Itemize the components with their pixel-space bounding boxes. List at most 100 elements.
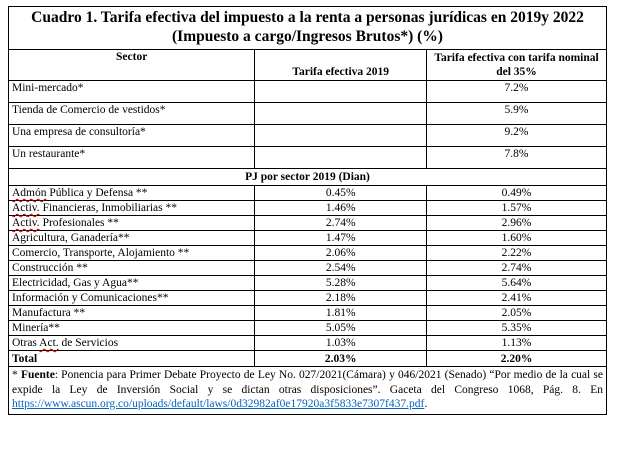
sector-name: Activ. Financieras, Inmobiliarias ** (7, 200, 256, 216)
footnote-end: . (424, 398, 428, 410)
sector-name-post: de Servicios (58, 337, 119, 349)
sector-name-abbrev: Admón (12, 187, 47, 199)
header-row: Sector Tarifa efectiva 2019 Tarifa efect… (7, 49, 607, 81)
sector-nominal: 5.35% (426, 320, 607, 336)
sector-effective: 2.18% (254, 290, 428, 306)
header-effective: Tarifa efectiva 2019 (254, 49, 428, 81)
example-row: Tienda de Comercio de vestidos* 5.9% (7, 102, 607, 125)
example-effective (254, 80, 428, 103)
subheader: PJ por sector 2019 (Dian) (8, 168, 607, 186)
sector-name-abbrev: Activ. (12, 202, 40, 214)
sector-nominal: 2.22% (426, 245, 607, 261)
header-nominal: Tarifa efectiva con tarifa nominal del 3… (426, 49, 607, 81)
example-row: Una empresa de consultoría* 9.2% (7, 124, 607, 147)
sector-row: Activ. Profesionales ** 2.74% 2.96% (7, 215, 607, 231)
sector-effective: 1.81% (254, 305, 428, 321)
example-effective (254, 146, 428, 169)
title-line-2: (Impuesto a cargo/Ingresos Brutos*) (%) (172, 28, 443, 45)
sector-name: Admón Pública y Defensa ** (7, 185, 256, 201)
example-effective (254, 102, 428, 125)
example-nominal: 9.2% (426, 124, 607, 147)
title-line-1: Cuadro 1. Tarifa efectiva del impuesto a… (31, 9, 584, 26)
sector-nominal: 1.57% (426, 200, 607, 216)
sector-name-post: Pública y Defensa ** (46, 187, 148, 199)
footnote-label: Fuente (20, 369, 55, 381)
sector-row: Electricidad, Gas y Agua** 5.28% 5.64% (7, 275, 607, 291)
total-effective: 2.03% (254, 350, 428, 367)
sector-name-pre: Electricidad, Gas y Agua** (12, 277, 139, 289)
sector-name-pre: Manufactura ** (12, 307, 86, 319)
sector-row: Manufactura ** 1.81% 2.05% (7, 305, 607, 321)
sector-name-pre: Información y Comunicaciones** (12, 292, 169, 304)
example-effective (254, 124, 428, 147)
example-nominal: 5.9% (426, 102, 607, 125)
table-title: Cuadro 1. Tarifa efectiva del impuesto a… (8, 6, 607, 50)
sector-name: Manufactura ** (7, 305, 256, 321)
footnote: * Fuente: Ponencia para Primer Debate Pr… (8, 366, 607, 415)
example-sector: Una empresa de consultoría* (7, 124, 256, 147)
example-row: Un restaurante* 7.8% (7, 146, 607, 169)
sector-effective: 5.05% (254, 320, 428, 336)
example-sector: Un restaurante* (7, 146, 256, 169)
sector-effective: 1.03% (254, 335, 428, 351)
sector-name: Agricultura, Ganadería** (7, 230, 256, 246)
sector-nominal: 2.05% (426, 305, 607, 321)
sector-effective: 2.74% (254, 215, 428, 231)
example-sector: Mini-mercado* (7, 80, 256, 103)
sector-name-abbrev: Activ. (12, 217, 40, 229)
footnote-text: : Ponencia para Primer Debate Proyecto d… (12, 369, 603, 396)
sector-name: Activ. Profesionales ** (7, 215, 256, 231)
sector-effective: 1.46% (254, 200, 428, 216)
subheader-row: PJ por sector 2019 (Dian) (8, 168, 607, 186)
sector-name-post: Profesionales ** (39, 217, 119, 229)
sector-row: Información y Comunicaciones** 2.18% 2.41% (7, 290, 607, 306)
table-container: Cuadro 1. Tarifa efectiva del impuesto a… (7, 6, 607, 415)
sector-effective: 2.54% (254, 260, 428, 276)
sector-name-abbrev: Act. (39, 337, 59, 349)
sector-nominal: 1.13% (426, 335, 607, 351)
example-rows: Mini-mercado* 7.2% Tienda de Comercio de v… (7, 80, 607, 169)
sector-nominal: 1.60% (426, 230, 607, 246)
sector-row: Agricultura, Ganadería** 1.47% 1.60% (7, 230, 607, 246)
example-sector: Tienda de Comercio de vestidos* (7, 102, 256, 125)
sector-effective: 1.47% (254, 230, 428, 246)
sector-row: Otras Act. de Servicios 1.03% 1.13% (7, 335, 607, 351)
sector-name-pre: Agricultura, Ganadería** (12, 232, 130, 244)
sector-nominal: 2.74% (426, 260, 607, 276)
sector-rows: Admón Pública y Defensa ** 0.45% 0.49% Acti… (7, 185, 607, 351)
total-label: Total (7, 350, 256, 367)
sector-name: Otras Act. de Servicios (7, 335, 256, 351)
sector-effective: 5.28% (254, 275, 428, 291)
example-row: Mini-mercado* 7.2% (7, 80, 607, 103)
sector-row: Activ. Financieras, Inmobiliarias ** 1.46… (7, 200, 607, 216)
footnote-row: * Fuente: Ponencia para Primer Debate Pr… (8, 366, 607, 415)
sector-row: Construcción ** 2.54% 2.74% (7, 260, 607, 276)
sector-name-pre: Comercio, Transporte, Alojamiento ** (12, 247, 190, 259)
sector-nominal: 2.96% (426, 215, 607, 231)
sector-name-pre: Construcción ** (12, 262, 88, 274)
total-row: Total 2.03% 2.20% (7, 350, 607, 367)
sector-name: Información y Comunicaciones** (7, 290, 256, 306)
sector-row: Minería** 5.05% 5.35% (7, 320, 607, 336)
header-nominal-line-1: Tarifa efectiva con tarifa nominal (434, 52, 599, 64)
sector-effective: 0.45% (254, 185, 428, 201)
sector-name: Comercio, Transporte, Alojamiento ** (7, 245, 256, 261)
tax-rate-table: Cuadro 1. Tarifa efectiva del impuesto a… (7, 6, 607, 415)
sector-row: Comercio, Transporte, Alojamiento ** 2.06… (7, 245, 607, 261)
sector-nominal: 0.49% (426, 185, 607, 201)
sector-name-post: Financieras, Inmobiliarias ** (39, 202, 178, 214)
footnote-marker: * (12, 369, 21, 381)
sector-nominal: 2.41% (426, 290, 607, 306)
sector-name-pre: Minería** (12, 322, 60, 334)
source-link[interactable]: https://www.ascun.org.co/uploads/default… (12, 398, 425, 410)
example-nominal: 7.8% (426, 146, 607, 169)
sector-effective: 2.06% (254, 245, 428, 261)
example-nominal: 7.2% (426, 80, 607, 103)
sector-name: Minería** (7, 320, 256, 336)
sector-name: Construcción ** (7, 260, 256, 276)
sector-row: Admón Pública y Defensa ** 0.45% 0.49% (7, 185, 607, 201)
sector-nominal: 5.64% (426, 275, 607, 291)
total-nominal: 2.20% (426, 350, 607, 367)
header-nominal-line-2: del 35% (496, 66, 537, 78)
header-sector: Sector (7, 49, 256, 81)
